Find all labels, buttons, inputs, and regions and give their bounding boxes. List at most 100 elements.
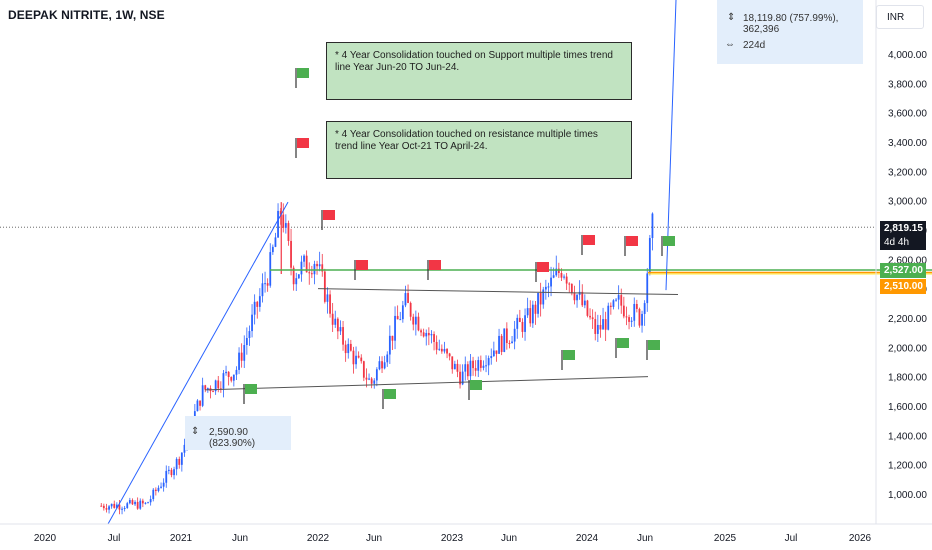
candle-body xyxy=(396,315,399,320)
candle-body xyxy=(446,348,448,354)
candle-body xyxy=(635,303,638,309)
candle-body xyxy=(409,302,412,317)
candle-body xyxy=(401,305,404,320)
candles xyxy=(100,202,654,515)
candle-body xyxy=(581,291,584,306)
candle-body xyxy=(240,352,243,361)
candle-body xyxy=(360,357,363,362)
candle-body xyxy=(154,489,157,491)
candle-body xyxy=(539,292,542,305)
candle-body xyxy=(448,353,451,357)
x-tick-label: Jun xyxy=(232,533,248,544)
measure-duration-icon: ⇔ xyxy=(725,39,735,50)
green-flag-icon[interactable] xyxy=(243,384,257,404)
candle-body xyxy=(167,469,170,471)
candle-body xyxy=(355,355,357,365)
candle-body xyxy=(459,371,461,385)
candle-body xyxy=(277,210,279,238)
candle-body xyxy=(643,303,646,314)
candle-body xyxy=(534,304,537,314)
red-flag-icon[interactable] xyxy=(295,138,309,158)
green-flag-icon[interactable] xyxy=(382,389,396,409)
candle-body xyxy=(175,458,178,470)
candle-body xyxy=(495,350,498,354)
candle-body xyxy=(251,314,253,332)
candle-body xyxy=(604,319,607,330)
red-flag-icon[interactable] xyxy=(354,260,368,280)
candle-body xyxy=(591,317,594,320)
measure-box-top[interactable]: ⇕ 18,119.80 (757.99%), 362,396 ⇔ 224d xyxy=(717,0,863,64)
red-flag-icon[interactable] xyxy=(427,260,441,280)
measure-line-left xyxy=(107,201,289,525)
candle-body xyxy=(300,261,303,275)
price-axis[interactable]: 1,000.00 1,200.00 1,400.00 1,600.00 1,800.00… xyxy=(875,0,927,524)
candle-body xyxy=(349,343,352,351)
candle-body xyxy=(612,300,615,307)
green-flag-icon[interactable] xyxy=(561,350,575,370)
green-flag-icon[interactable] xyxy=(646,340,660,360)
candle-body xyxy=(248,331,251,338)
candle-body xyxy=(469,360,472,377)
candle-body xyxy=(391,335,394,341)
candle-body xyxy=(552,275,555,278)
red-flag-icon[interactable] xyxy=(624,236,638,256)
candle-body xyxy=(557,268,560,274)
candle-body xyxy=(206,388,209,390)
note-resistance[interactable]: * 4 Year Consolidation touched on resist… xyxy=(326,121,632,179)
candle-body xyxy=(511,341,513,344)
candle-body xyxy=(157,487,160,491)
candle-body xyxy=(370,378,373,384)
x-tick-label: 2025 xyxy=(714,533,737,544)
red-flag-icon[interactable] xyxy=(535,262,549,282)
candle-body xyxy=(453,363,456,370)
candle-body xyxy=(136,501,139,509)
candle-body xyxy=(560,273,563,278)
candle-body xyxy=(622,305,625,317)
level-label-orange: 2,510.00 xyxy=(880,279,926,294)
candle-body xyxy=(290,240,292,268)
red-flag-icon[interactable] xyxy=(581,235,595,255)
candle-body xyxy=(147,502,149,504)
candle-body xyxy=(352,350,355,365)
note-support[interactable]: * 4 Year Consolidation touched on Suppor… xyxy=(326,42,632,100)
candle-body xyxy=(521,321,524,332)
candle-body xyxy=(365,377,368,380)
candle-body xyxy=(212,391,214,393)
candle-body xyxy=(271,246,274,253)
candle-body xyxy=(505,328,508,344)
candle-body xyxy=(199,400,201,406)
measure-box-left[interactable]: ⇕ 2,590.90 (823.90%) xyxy=(185,416,291,450)
candle-body xyxy=(443,348,446,352)
y-tick-label: 1,000.00 xyxy=(888,490,927,501)
candle-body xyxy=(417,316,420,331)
candle-body xyxy=(245,337,248,346)
candle-body xyxy=(160,486,162,488)
currency-selector[interactable]: INR xyxy=(876,5,924,29)
candle-body xyxy=(339,327,342,332)
time-axis[interactable]: 2020 Jul 2021 Jun 2022 Jun 2023 Jun 2024 Jun 2025 J… xyxy=(0,523,932,544)
candle-body xyxy=(201,385,204,406)
candle-body xyxy=(430,334,433,336)
candle-body xyxy=(633,303,636,321)
candle-body xyxy=(487,358,490,366)
red-flag-icon[interactable] xyxy=(321,210,335,230)
green-flag-icon[interactable] xyxy=(661,236,675,256)
candle-body xyxy=(219,388,222,390)
candle-body xyxy=(128,500,131,504)
green-flag-icon[interactable] xyxy=(295,68,309,88)
x-tick-label: 2023 xyxy=(441,533,464,544)
green-flag-icon[interactable] xyxy=(468,380,482,400)
candle-body xyxy=(100,505,103,507)
candle-body xyxy=(386,354,389,363)
candle-body xyxy=(586,300,589,316)
candle-body xyxy=(500,335,503,352)
candle-body xyxy=(256,301,259,307)
y-tick-label: 3,800.00 xyxy=(888,79,927,90)
candle-body xyxy=(326,294,329,302)
candle-body xyxy=(222,373,225,389)
candle-body xyxy=(108,506,110,510)
green-flag-icon[interactable] xyxy=(615,338,629,358)
candle-body xyxy=(466,364,469,377)
candle-body xyxy=(331,313,334,325)
